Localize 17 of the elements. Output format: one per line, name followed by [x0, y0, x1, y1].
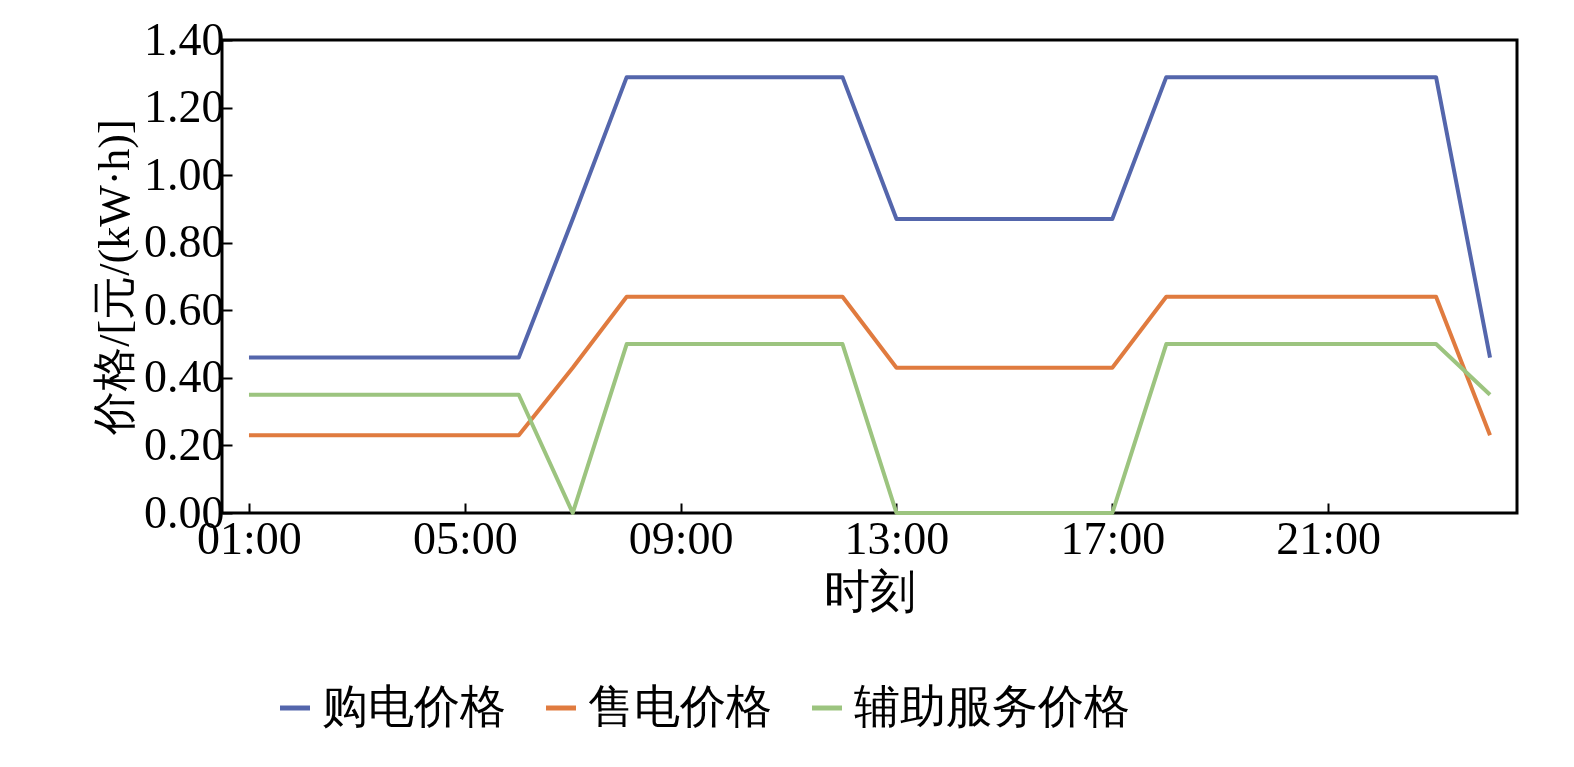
legend-label: 售电价格 — [588, 681, 772, 732]
y-tick-label: 1.00 — [144, 148, 225, 200]
y-axis-title: 价格/[元/(kW·h)] — [90, 119, 139, 436]
y-tick-label: 0.60 — [144, 283, 225, 335]
x-tick-label: 21:00 — [1276, 512, 1382, 564]
y-tick-label: 0.40 — [144, 351, 225, 403]
x-tick-label: 13:00 — [844, 512, 950, 564]
legend-label: 购电价格 — [322, 681, 506, 732]
y-tick-label: 0.80 — [144, 216, 225, 268]
y-tick-label: 1.40 — [144, 13, 225, 65]
x-tick-label: 05:00 — [412, 512, 518, 564]
y-tick-label: 0.20 — [144, 418, 225, 470]
x-tick-label: 17:00 — [1060, 512, 1166, 564]
x-axis-title: 时刻 — [824, 565, 916, 617]
x-tick-label: 09:00 — [628, 512, 734, 564]
legend-label: 辅助服务价格 — [854, 681, 1130, 732]
y-tick-label: 1.20 — [144, 81, 225, 133]
